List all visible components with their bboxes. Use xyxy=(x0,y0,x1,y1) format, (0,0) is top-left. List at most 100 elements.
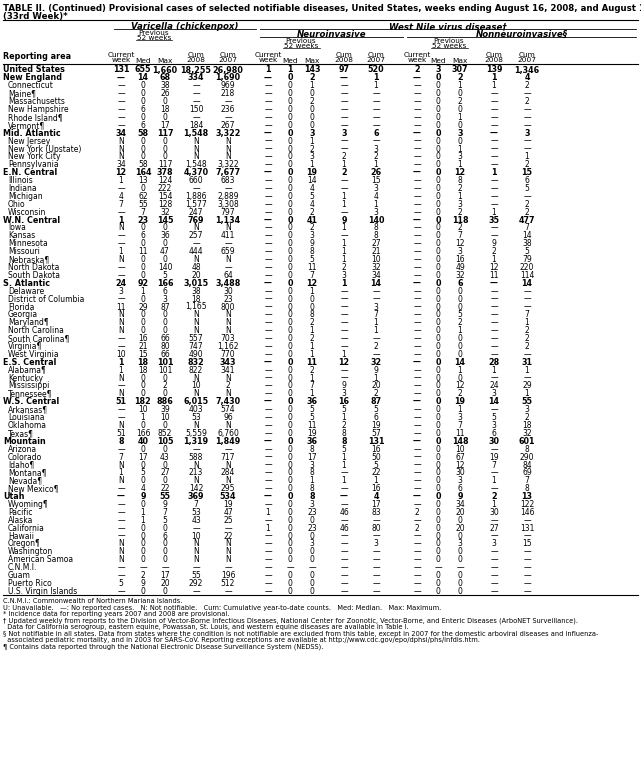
Text: 2008: 2008 xyxy=(335,57,353,63)
Text: —: — xyxy=(340,374,348,382)
Text: 3: 3 xyxy=(374,302,378,311)
Text: 11: 11 xyxy=(138,247,147,256)
Text: 0: 0 xyxy=(436,445,440,453)
Text: W.N. Central: W.N. Central xyxy=(3,216,60,224)
Text: 2: 2 xyxy=(310,365,314,375)
Text: —: — xyxy=(340,516,348,525)
Text: —: — xyxy=(413,129,421,138)
Text: 10: 10 xyxy=(371,255,381,264)
Text: 101: 101 xyxy=(158,365,172,375)
Text: 0: 0 xyxy=(140,136,146,146)
Text: 17: 17 xyxy=(307,453,317,462)
Text: 18: 18 xyxy=(191,295,201,304)
Text: 0: 0 xyxy=(436,540,440,548)
Text: 124: 124 xyxy=(158,176,172,185)
Text: —: — xyxy=(264,429,272,438)
Text: * Incidence data for reporting years 2007 and 2008 are provisional.: * Incidence data for reporting years 200… xyxy=(3,611,229,618)
Text: —: — xyxy=(117,334,125,343)
Text: —: — xyxy=(192,113,200,122)
Text: —: — xyxy=(264,279,272,288)
Text: 0: 0 xyxy=(436,413,440,422)
Text: 284: 284 xyxy=(221,469,235,477)
Text: 0: 0 xyxy=(140,89,146,98)
Text: 58: 58 xyxy=(138,160,148,170)
Text: —: — xyxy=(523,563,531,572)
Text: 1: 1 xyxy=(140,516,146,525)
Text: 7: 7 xyxy=(492,460,496,470)
Text: —: — xyxy=(264,540,272,548)
Text: 2: 2 xyxy=(374,153,378,161)
Text: —: — xyxy=(117,516,125,525)
Text: —: — xyxy=(413,121,420,130)
Text: 477: 477 xyxy=(519,216,535,224)
Text: —: — xyxy=(523,587,531,596)
Text: 2,889: 2,889 xyxy=(217,192,238,201)
Text: 17: 17 xyxy=(160,121,170,130)
Text: 2: 2 xyxy=(524,81,529,90)
Text: N: N xyxy=(193,374,199,382)
Text: 4,370: 4,370 xyxy=(183,168,208,177)
Text: 6,760: 6,760 xyxy=(217,429,239,438)
Text: 2: 2 xyxy=(310,144,314,153)
Text: 8: 8 xyxy=(309,492,315,501)
Text: Connecticut: Connecticut xyxy=(8,81,54,90)
Text: 659: 659 xyxy=(221,247,235,256)
Text: 0: 0 xyxy=(436,516,440,525)
Text: 16: 16 xyxy=(138,334,148,343)
Text: N: N xyxy=(118,555,124,564)
Text: 490: 490 xyxy=(188,350,203,359)
Text: E.S. Central: E.S. Central xyxy=(3,358,56,367)
Text: —: — xyxy=(413,413,420,422)
Text: N: N xyxy=(118,547,124,557)
Text: 1: 1 xyxy=(265,508,271,517)
Text: 52 weeks: 52 weeks xyxy=(284,42,318,49)
Text: 2: 2 xyxy=(458,207,462,217)
Text: 0: 0 xyxy=(288,547,292,557)
Text: 7: 7 xyxy=(310,271,315,280)
Text: Arkansas¶: Arkansas¶ xyxy=(8,406,48,414)
Text: 0: 0 xyxy=(163,144,167,153)
Text: Mountain: Mountain xyxy=(3,437,46,446)
Text: 0: 0 xyxy=(288,192,292,201)
Text: 105: 105 xyxy=(157,437,173,446)
Text: N: N xyxy=(225,547,231,557)
Text: 3: 3 xyxy=(310,460,315,470)
Text: 12: 12 xyxy=(489,263,499,272)
Text: 2: 2 xyxy=(374,389,378,399)
Text: —: — xyxy=(413,192,420,201)
Text: 11: 11 xyxy=(455,429,465,438)
Text: —: — xyxy=(523,547,531,557)
Text: 36: 36 xyxy=(160,231,170,241)
Text: 14: 14 xyxy=(370,279,381,288)
Text: —: — xyxy=(490,105,498,114)
Text: —: — xyxy=(372,531,380,540)
Text: 0: 0 xyxy=(310,105,315,114)
Text: 18: 18 xyxy=(160,105,170,114)
Text: 6,015: 6,015 xyxy=(183,397,208,406)
Text: —: — xyxy=(117,73,125,82)
Text: —: — xyxy=(340,105,348,114)
Text: —: — xyxy=(117,89,125,98)
Text: 5: 5 xyxy=(524,247,529,256)
Text: Missouri: Missouri xyxy=(8,247,40,256)
Text: 8: 8 xyxy=(342,429,346,438)
Text: 0: 0 xyxy=(310,113,315,122)
Text: —: — xyxy=(117,342,125,351)
Text: 0: 0 xyxy=(288,311,292,319)
Text: 49: 49 xyxy=(455,263,465,272)
Text: —: — xyxy=(117,524,125,533)
Text: 9: 9 xyxy=(492,239,496,248)
Text: —: — xyxy=(264,311,272,319)
Text: 32: 32 xyxy=(455,271,465,280)
Text: 14: 14 xyxy=(488,397,499,406)
Text: 411: 411 xyxy=(221,231,235,241)
Text: Wyoming¶: Wyoming¶ xyxy=(8,500,49,509)
Text: 21: 21 xyxy=(371,247,381,256)
Text: 0: 0 xyxy=(436,365,440,375)
Text: Previous: Previous xyxy=(434,38,464,44)
Text: —: — xyxy=(264,97,272,106)
Text: 140: 140 xyxy=(368,216,384,224)
Text: 8: 8 xyxy=(458,176,462,185)
Text: —: — xyxy=(264,587,272,596)
Text: 1: 1 xyxy=(374,476,378,485)
